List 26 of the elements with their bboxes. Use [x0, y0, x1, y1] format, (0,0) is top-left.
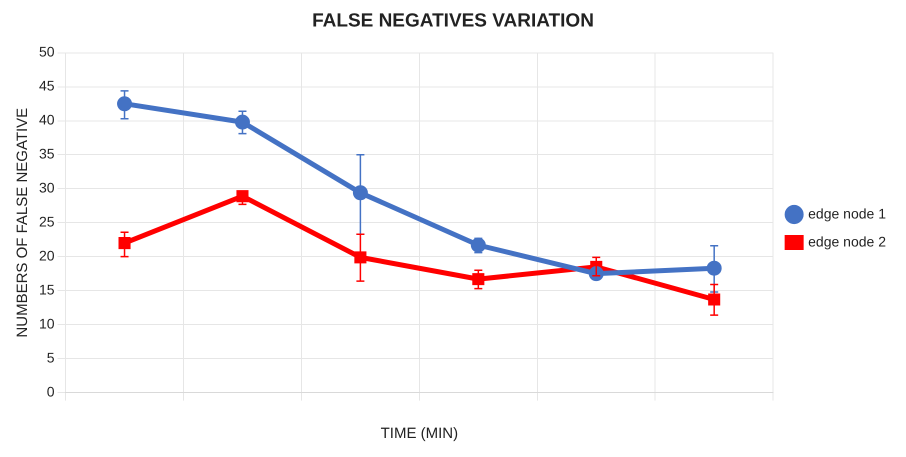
point — [236, 190, 248, 202]
legend-label: edge node 2 — [808, 233, 886, 250]
y-tick-label: 50 — [38, 44, 55, 60]
y-tick-label: 15 — [38, 282, 55, 298]
point — [706, 260, 722, 276]
point — [118, 237, 131, 250]
legend-label: edge node 1 — [808, 205, 886, 222]
y-tick-label: 5 — [46, 349, 55, 366]
y-tick-label: 20 — [38, 248, 55, 264]
y-tick-label: 45 — [38, 78, 55, 94]
y-tick-label: 35 — [38, 146, 55, 162]
point — [708, 293, 720, 306]
y-tick-label: 25 — [38, 214, 55, 230]
chart-title: FALSE NEGATIVES VARIATION — [312, 10, 594, 32]
point — [470, 238, 486, 253]
y-tick-label: 40 — [38, 112, 55, 128]
point — [472, 273, 484, 286]
y-tick-label: 10 — [38, 316, 55, 332]
y-tick-label: 30 — [38, 180, 55, 196]
y-axis-title: NUMBERS OF FALSE NEGATIVE — [14, 108, 32, 338]
point — [352, 185, 368, 200]
point — [234, 114, 250, 130]
point — [354, 251, 366, 264]
y-tick-label: 0 — [46, 383, 55, 400]
point — [117, 96, 132, 112]
x-axis-title: TIME (MIN) — [380, 425, 458, 442]
